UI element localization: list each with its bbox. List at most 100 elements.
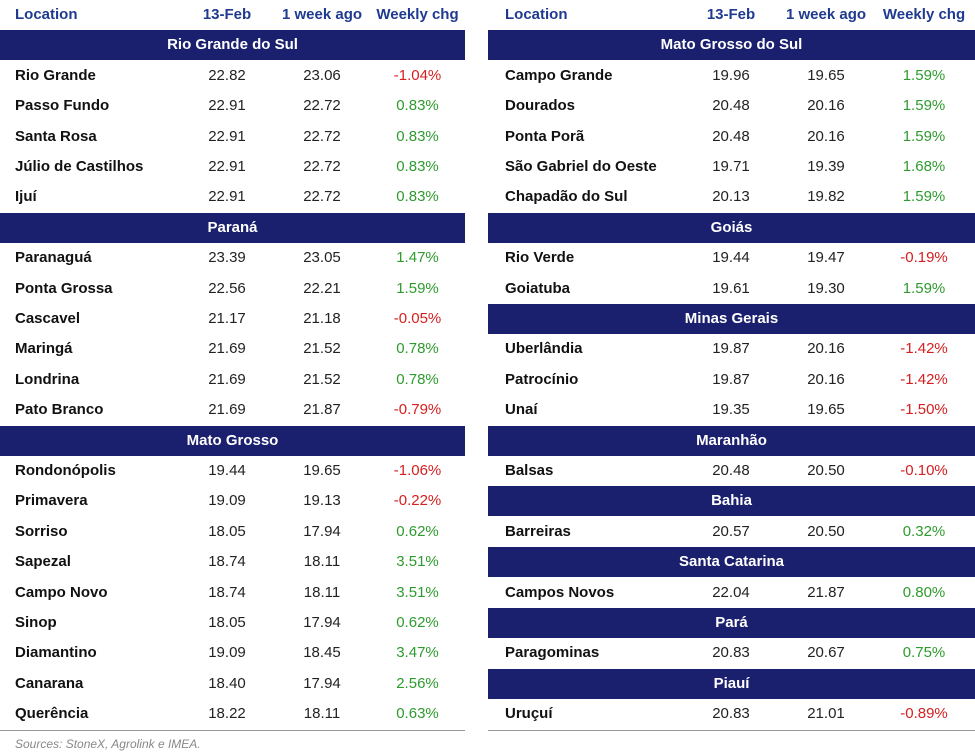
region-band: Mato Grosso do Sul — [488, 30, 975, 61]
value-cell: 0.32% — [902, 522, 946, 540]
data-row: Primavera 19.09 19.13 -0.22% — [0, 486, 465, 516]
region-band: Santa Catarina — [488, 547, 975, 578]
value-cell: 0.78% — [396, 370, 439, 388]
value-cell: 19.30 — [807, 279, 845, 297]
value-cell: 3.51% — [396, 553, 439, 571]
region-band: Bahia — [488, 486, 975, 517]
data-row: Goiatuba 19.61 19.30 1.59% — [488, 274, 975, 304]
value-cell: 22.91 — [208, 97, 246, 115]
column-header: 13-Feb — [202, 6, 252, 23]
value-cell: 18.11 — [303, 553, 341, 571]
value-cell: 22.04 — [712, 583, 750, 601]
value-cell: 19.71 — [712, 158, 750, 175]
data-row: Chapadão do Sul 20.13 19.82 1.59% — [488, 182, 975, 212]
value-cell: 22.72 — [303, 97, 341, 115]
value-cell: 21.69 — [208, 370, 246, 388]
location: Uruçuí — [505, 705, 553, 723]
location: Balsas — [505, 462, 554, 479]
value-cell: 19.82 — [807, 188, 845, 206]
region-band: Mato Grosso — [0, 425, 465, 456]
data-row: Ponta Grossa 22.56 22.21 1.59% — [0, 274, 465, 304]
source-note: Sources: StoneX, Agrolink e IMEA. — [15, 737, 201, 751]
value-cell: 19.47 — [807, 249, 845, 267]
value-cell: 20.57 — [712, 522, 750, 540]
data-row: Uberlândia 19.87 20.16 -1.42% — [488, 334, 975, 364]
location: Uberlândia — [505, 340, 583, 358]
data-row: Campos Novos 22.04 21.87 0.80% — [488, 578, 975, 608]
region-band: Pará — [488, 608, 975, 638]
location: Sorriso — [15, 522, 68, 540]
data-row: Londrina 21.69 21.52 0.78% — [0, 365, 465, 395]
data-row: Campo Novo 18.74 18.11 3.51% — [0, 578, 465, 608]
data-row: Paranaguá 23.39 23.05 1.47% — [0, 243, 465, 273]
value-cell: 0.62% — [396, 522, 439, 540]
data-row: Passo Fundo 22.91 22.72 0.83% — [0, 91, 465, 121]
value-cell: 21.69 — [208, 401, 246, 419]
value-cell: 19.09 — [208, 644, 246, 662]
data-row: Sapezal 18.74 18.11 3.51% — [0, 547, 465, 577]
value-cell: -0.89% — [900, 705, 948, 723]
value-cell: 20.16 — [807, 340, 845, 358]
data-row: Pato Branco 21.69 21.87 -0.79% — [0, 395, 465, 425]
value-cell: 23.05 — [303, 249, 341, 267]
value-cell: 20.13 — [712, 188, 750, 206]
value-cell: 19.09 — [208, 492, 246, 510]
location: Passo Fundo — [15, 97, 110, 115]
location: Sinop — [15, 614, 57, 631]
value-cell: 21.52 — [303, 370, 341, 388]
location: Santa Rosa — [15, 127, 97, 145]
value-cell: 18.74 — [208, 583, 246, 601]
data-row: Unaí 19.35 19.65 -1.50% — [488, 395, 975, 425]
value-cell: -1.42% — [900, 370, 948, 388]
value-cell: 20.16 — [807, 127, 845, 145]
value-cell: 21.69 — [208, 340, 246, 358]
value-cell: 20.48 — [712, 127, 750, 145]
value-cell: 0.78% — [396, 340, 439, 358]
value-cell: 18.11 — [303, 705, 341, 723]
table: Location 13-Feb 1 week ago Weekly chg Mato G… — [488, 0, 975, 731]
value-cell: 21.01 — [807, 705, 845, 723]
value-cell: 1.47% — [396, 249, 439, 267]
location: Diamantino — [15, 644, 97, 662]
data-row: Júlio de Castilhos 22.91 22.72 0.83% — [0, 152, 465, 182]
data-row: Barreiras 20.57 20.50 0.32% — [488, 517, 975, 547]
location: Unaí — [505, 401, 538, 419]
value-cell: 23.39 — [208, 249, 246, 267]
location: Rio Verde — [505, 249, 575, 267]
header-row: Location 13-Feb 1 week ago Weekly chg — [0, 0, 465, 31]
location: Barreiras — [505, 522, 571, 540]
value-cell: 0.83% — [396, 127, 439, 145]
data-row: Querência 18.22 18.11 0.63% — [0, 699, 465, 729]
value-cell: 21.17 — [208, 310, 246, 327]
value-cell: 19.44 — [712, 249, 750, 267]
value-cell: 0.80% — [902, 583, 946, 601]
column-header: Location — [505, 6, 568, 23]
value-cell: 19.39 — [807, 158, 845, 175]
value-cell: 19.65 — [807, 401, 845, 419]
data-row: Ijuí 22.91 22.72 0.83% — [0, 182, 465, 212]
value-cell: 3.47% — [396, 644, 439, 662]
value-cell: 22.72 — [303, 188, 341, 206]
location: Canarana — [15, 674, 84, 692]
value-cell: 21.87 — [303, 401, 341, 419]
column-header: Weekly chg — [376, 6, 459, 23]
value-cell: 19.13 — [303, 492, 341, 510]
location: Campo Novo — [15, 583, 108, 601]
value-cell: 19.44 — [208, 462, 246, 479]
value-cell: 18.22 — [208, 705, 246, 723]
location: Primavera — [15, 492, 88, 510]
value-cell: 20.67 — [807, 644, 845, 662]
column-header: 1 week ago — [282, 6, 363, 23]
data-row: Diamantino 19.09 18.45 3.47% — [0, 638, 465, 668]
value-cell: 1.68% — [902, 158, 946, 175]
value-cell: 22.82 — [208, 66, 246, 84]
value-cell: 22.72 — [303, 158, 341, 175]
column-header: Weekly chg — [882, 6, 966, 23]
value-cell: 20.48 — [712, 462, 750, 479]
data-row: Rondonópolis 19.44 19.65 -1.06% — [0, 456, 465, 486]
value-cell: 20.16 — [807, 370, 845, 388]
value-cell: 18.74 — [208, 553, 246, 571]
value-cell: 20.83 — [712, 644, 750, 662]
value-cell: 0.63% — [396, 705, 439, 723]
bottom-rule — [488, 730, 975, 731]
